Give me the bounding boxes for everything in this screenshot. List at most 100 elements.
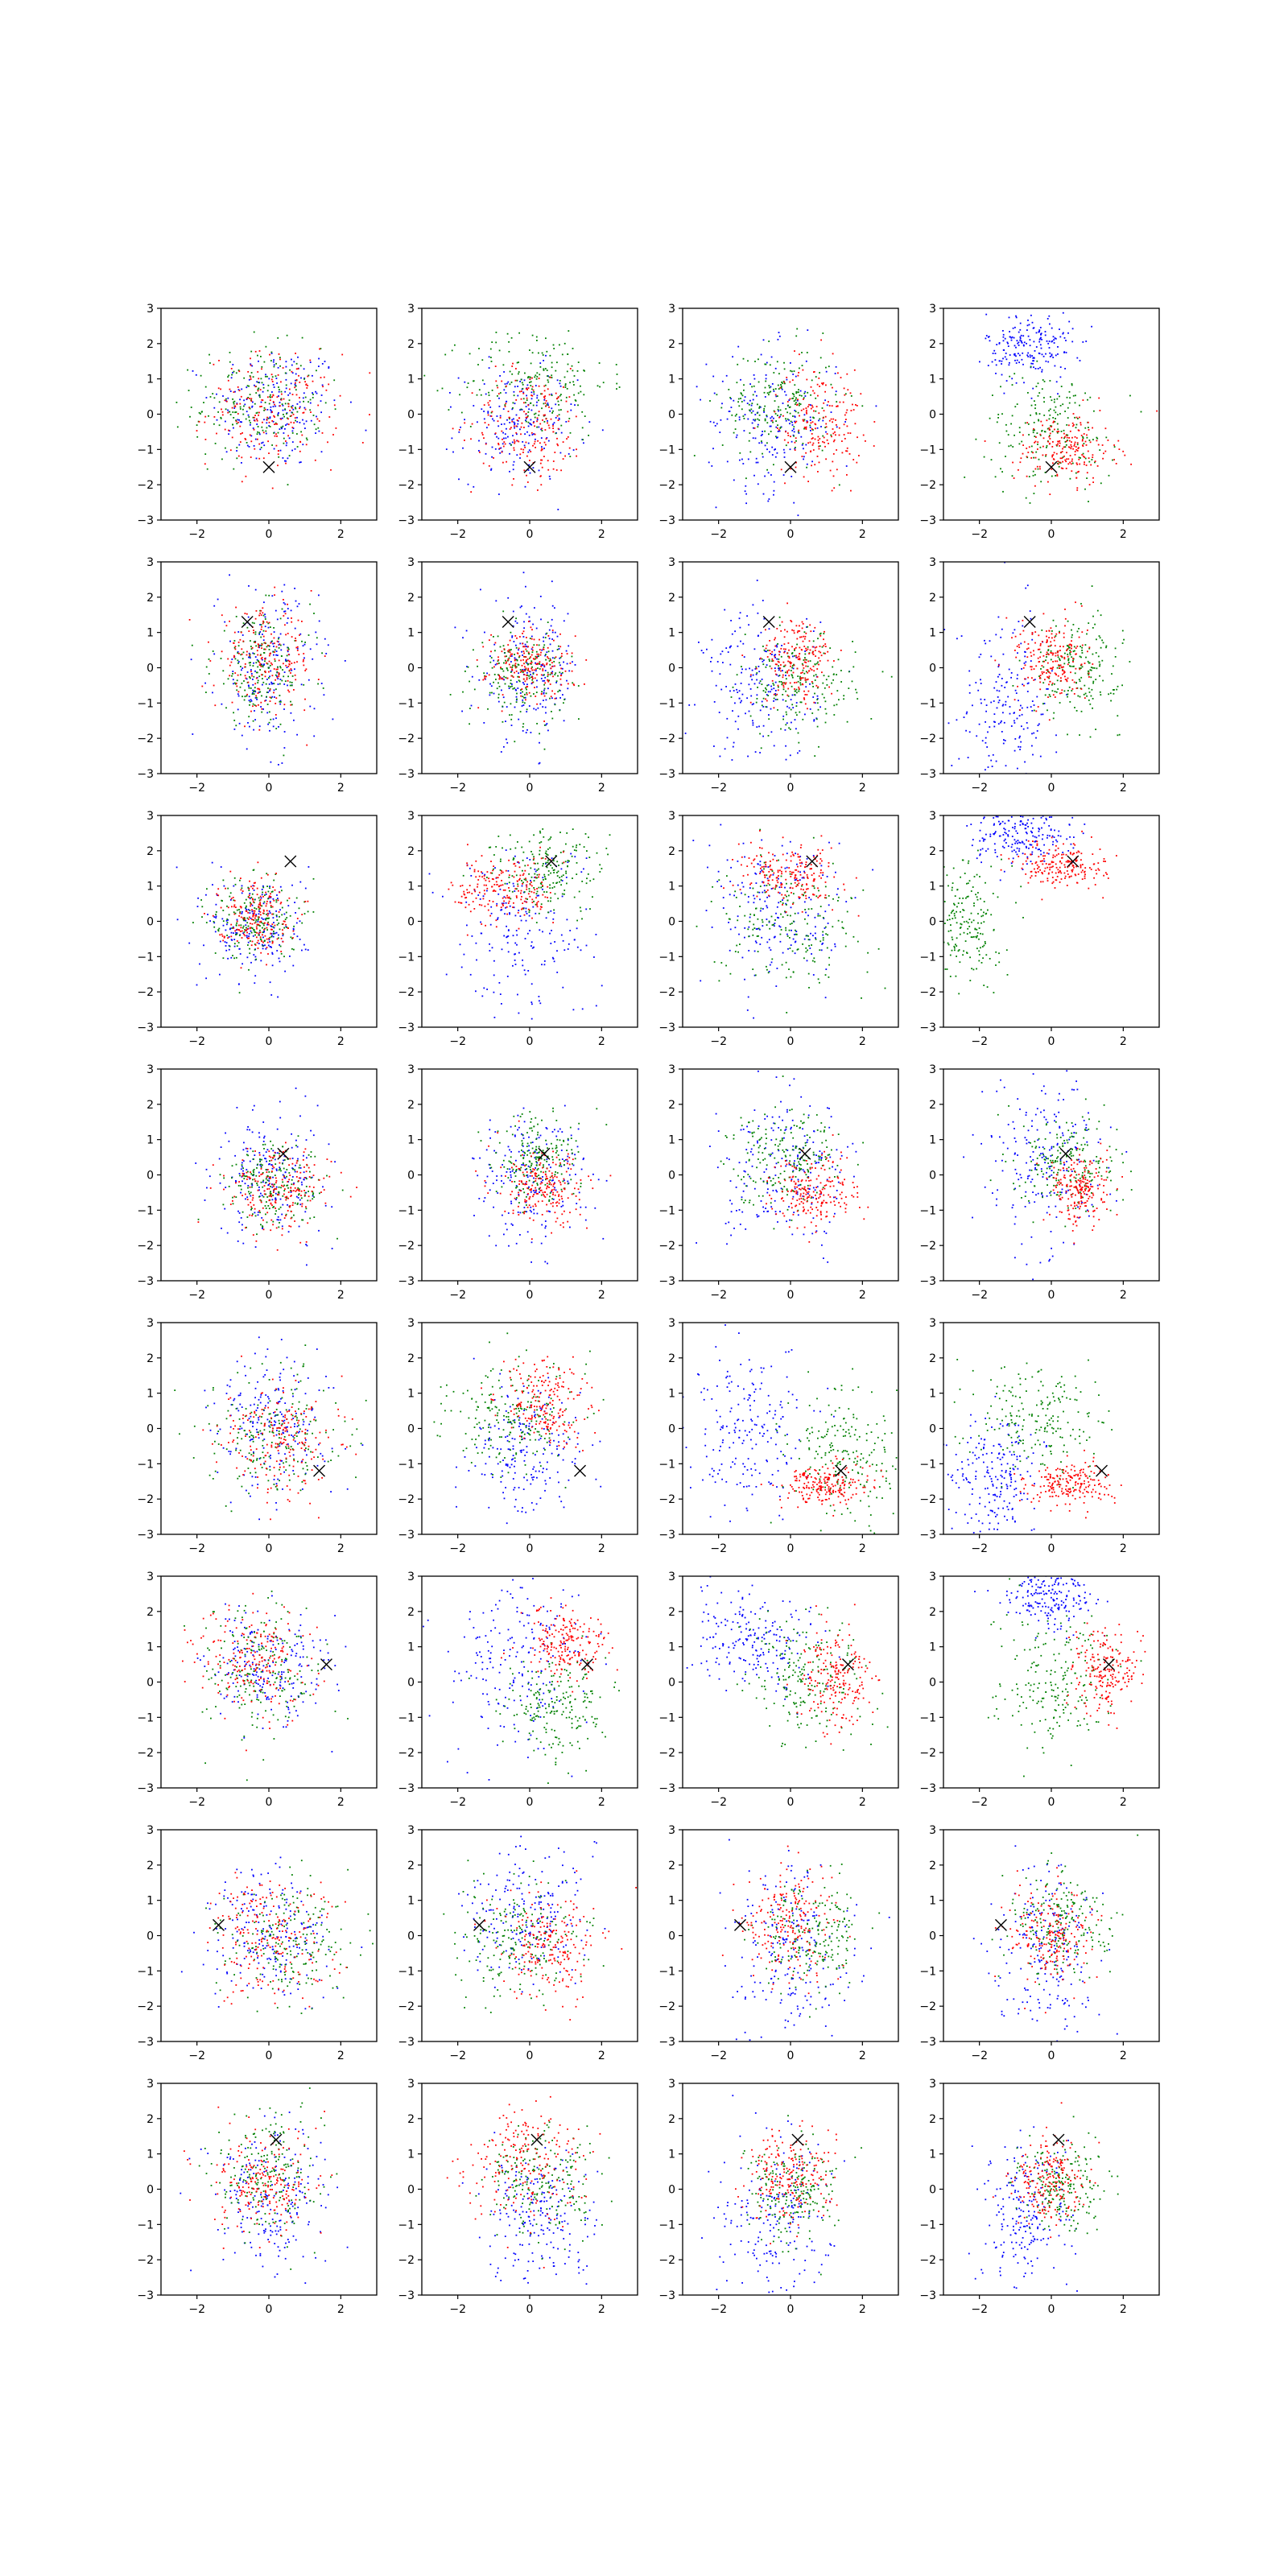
- scatter-point: [237, 674, 239, 676]
- scatter-point: [516, 425, 518, 427]
- scatter-point: [1054, 691, 1056, 692]
- scatter-point: [288, 663, 291, 666]
- scatter-point: [765, 698, 766, 700]
- scatter-point: [1022, 683, 1024, 686]
- scatter-point: [1081, 644, 1084, 646]
- scatter-point: [254, 683, 257, 685]
- scatter-point: [781, 621, 783, 623]
- scatter-point: [759, 680, 762, 682]
- scatter-point: [785, 394, 787, 396]
- scatter-point: [490, 657, 493, 658]
- scatter-point: [765, 691, 766, 693]
- scatter-point: [549, 376, 551, 378]
- scatter-point: [283, 754, 285, 757]
- scatter-point: [811, 428, 813, 430]
- scatter-point: [535, 663, 538, 665]
- scatter-point: [730, 696, 733, 698]
- scatter-point: [803, 476, 805, 478]
- scatter-point: [543, 397, 546, 399]
- scatter-point: [254, 419, 256, 422]
- scatter-point: [1066, 694, 1067, 696]
- scatter-point: [266, 662, 268, 664]
- scatter-point: [1037, 382, 1039, 385]
- scatter-point: [1030, 655, 1033, 657]
- scatter-point: [1051, 354, 1053, 357]
- scatter-point: [523, 663, 525, 665]
- scatter-point: [529, 472, 531, 474]
- scatter-point: [1064, 679, 1067, 680]
- scatter-point: [1048, 429, 1051, 431]
- scatter-point: [1047, 650, 1050, 651]
- scatter-point: [1082, 341, 1084, 343]
- scatter-point: [518, 656, 520, 658]
- scatter-point: [494, 448, 497, 450]
- scatter-point: [844, 438, 846, 440]
- scatter-point: [1026, 448, 1028, 449]
- scatter-point: [539, 733, 540, 735]
- scatter-point: [246, 693, 248, 696]
- scatter-point: [529, 423, 531, 424]
- scatter-point: [1042, 424, 1043, 427]
- scatter-point: [257, 643, 259, 646]
- scatter-point: [295, 385, 297, 387]
- scatter-point: [538, 352, 539, 354]
- scatter-point: [836, 405, 839, 407]
- scatter-point: [259, 406, 261, 408]
- scatter-point: [526, 679, 528, 680]
- cluster-series1: [696, 329, 877, 517]
- scatter-point: [294, 640, 296, 642]
- scatter-point: [823, 402, 825, 404]
- scatter-point: [1075, 653, 1077, 655]
- scatter-point: [1025, 587, 1027, 589]
- scatter-point: [542, 664, 543, 667]
- scatter-point: [532, 673, 535, 675]
- scatter-point: [320, 348, 322, 349]
- scatter-point: [501, 451, 503, 453]
- scatter-point: [254, 642, 256, 643]
- scatter-point: [242, 651, 245, 654]
- scatter-point: [762, 735, 764, 737]
- scatter-point: [268, 671, 270, 673]
- scatter-point: [735, 436, 737, 439]
- scatter-point: [1054, 365, 1056, 367]
- scatter-point: [783, 643, 786, 645]
- scatter-point: [517, 687, 519, 689]
- scatter-point: [979, 361, 980, 363]
- scatter-point: [291, 370, 293, 373]
- scatter-point: [1068, 662, 1070, 663]
- scatter-point: [1049, 696, 1051, 697]
- scatter-point: [1042, 613, 1045, 615]
- scatter-point: [276, 676, 279, 679]
- scatter-point: [711, 638, 713, 641]
- scatter-point: [824, 687, 826, 689]
- scatter-point: [489, 683, 491, 685]
- scatter-point: [244, 438, 246, 440]
- scatter-point: [804, 679, 807, 681]
- scatter-point: [807, 481, 809, 482]
- scatter-point: [1005, 704, 1007, 706]
- scatter-point: [550, 418, 552, 420]
- scatter-point: [515, 699, 518, 701]
- scatter-point: [1075, 394, 1076, 397]
- scatter-point: [503, 679, 505, 681]
- scatter-point: [824, 652, 826, 654]
- scatter-point: [303, 400, 304, 402]
- scatter-point: [503, 701, 506, 704]
- scatter-point: [816, 698, 819, 700]
- scatter-point: [547, 440, 550, 442]
- scatter-point: [532, 444, 534, 447]
- scatter-point: [268, 425, 270, 427]
- scatter-point: [1117, 715, 1119, 717]
- scatter-point: [778, 616, 781, 618]
- scatter-point: [783, 682, 786, 684]
- scatter-point: [274, 649, 276, 651]
- scatter-point: [573, 384, 575, 386]
- scatter-point: [300, 431, 302, 433]
- scatter-point: [1026, 342, 1027, 345]
- scatter-point: [584, 683, 585, 685]
- scatter-point: [826, 433, 828, 435]
- scatter-point: [784, 482, 786, 485]
- scatter-point: [533, 413, 535, 415]
- scatter-point: [1091, 585, 1093, 587]
- scatter-point: [797, 398, 799, 401]
